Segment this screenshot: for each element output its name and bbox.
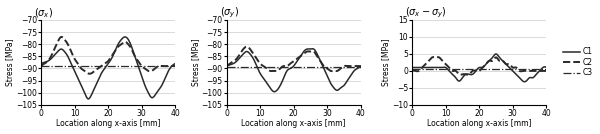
Y-axis label: Stress [MPa]: Stress [MPa] xyxy=(382,39,391,86)
Text: $(\sigma_x - \sigma_y)$: $(\sigma_x - \sigma_y)$ xyxy=(406,5,447,20)
Text: $(\sigma_y)$: $(\sigma_y)$ xyxy=(220,5,239,20)
Y-axis label: Stress [MPa]: Stress [MPa] xyxy=(5,39,14,86)
Y-axis label: Stress [MPa]: Stress [MPa] xyxy=(191,39,200,86)
X-axis label: Location along x-axis [mm]: Location along x-axis [mm] xyxy=(241,119,346,129)
X-axis label: Location along x-axis [mm]: Location along x-axis [mm] xyxy=(427,119,532,129)
Legend: C1, C2, C3: C1, C2, C3 xyxy=(562,47,593,78)
X-axis label: Location along x-axis [mm]: Location along x-axis [mm] xyxy=(56,119,160,129)
Text: $(\sigma_x)$: $(\sigma_x)$ xyxy=(34,6,53,20)
